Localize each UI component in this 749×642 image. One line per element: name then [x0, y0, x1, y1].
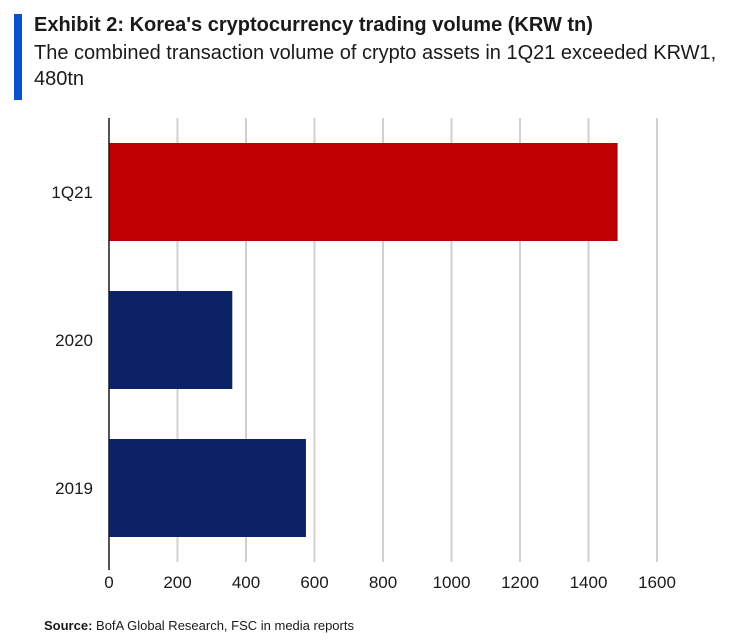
category-label-1q21: 1Q21	[51, 183, 93, 202]
x-tick-label-600: 600	[300, 573, 328, 592]
bar-2020	[109, 291, 233, 389]
x-tick-label-1600: 1600	[638, 573, 676, 592]
category-label-2019: 2019	[55, 479, 93, 498]
chart-title: Exhibit 2: Korea's cryptocurrency tradin…	[34, 14, 593, 36]
category-label-2020: 2020	[55, 331, 93, 350]
x-tick-label-1000: 1000	[433, 573, 471, 592]
x-tick-label-1400: 1400	[570, 573, 608, 592]
x-tick-label-400: 400	[232, 573, 260, 592]
source-text: BofA Global Research, FSC in media repor…	[96, 618, 354, 633]
chart-subtitle: The combined transaction volume of crypt…	[34, 42, 717, 90]
x-tick-label-800: 800	[369, 573, 397, 592]
source-note: Source: BofA Global Research, FSC in med…	[44, 618, 354, 633]
x-tick-label-0: 0	[104, 573, 113, 592]
bar-2019	[109, 439, 306, 537]
x-tick-label-200: 200	[163, 573, 191, 592]
x-tick-label-1200: 1200	[501, 573, 539, 592]
accent-bar	[14, 14, 22, 100]
source-label: Source:	[44, 618, 93, 633]
bar-1q21	[109, 143, 618, 241]
